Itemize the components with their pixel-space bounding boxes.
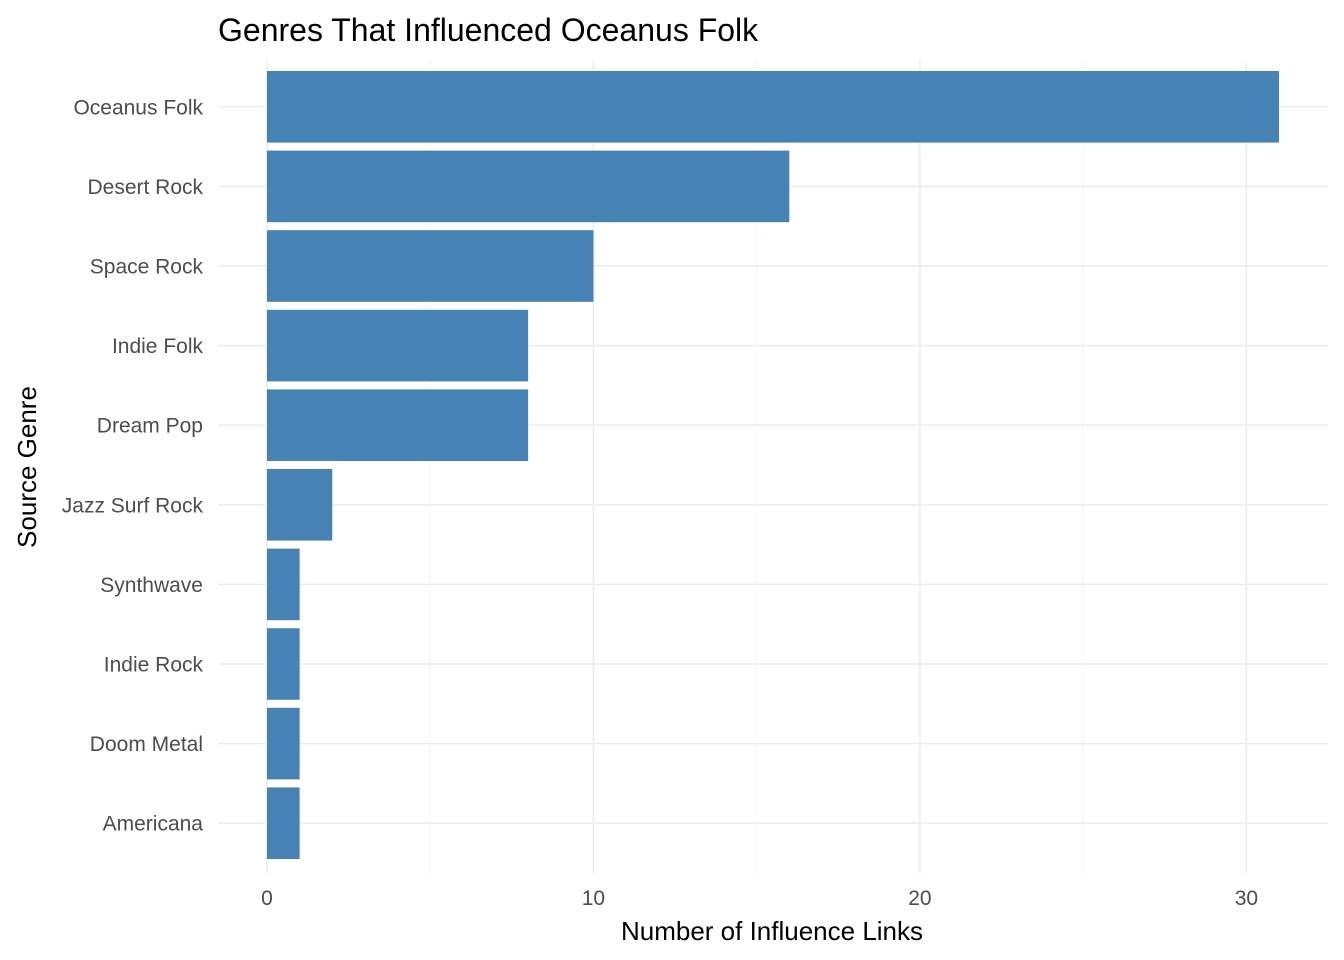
chart-title: Genres That Influenced Oceanus Folk xyxy=(218,12,759,48)
y-axis-title: Source Genre xyxy=(12,386,42,548)
bar-oceanus-folk xyxy=(266,71,1280,143)
y-tick-label: Dream Pop xyxy=(97,415,203,438)
x-tick-label: 20 xyxy=(908,887,931,910)
x-tick-labels: 0 10 20 30 xyxy=(261,887,1258,910)
x-axis-title: Number of Influence Links xyxy=(621,916,923,946)
bar-space-rock xyxy=(266,230,594,302)
y-tick-label: Oceanus Folk xyxy=(73,96,203,119)
bar-jazz-surf-rock xyxy=(266,469,333,541)
y-tick-label: Doom Metal xyxy=(90,733,203,756)
bars xyxy=(266,71,1280,859)
y-tick-labels: Oceanus Folk Desert Rock Space Rock Indie F… xyxy=(62,96,204,835)
y-tick-label: Americana xyxy=(103,813,204,836)
y-tick-label: Indie Rock xyxy=(104,654,204,677)
bar-synthwave xyxy=(266,548,300,621)
bar-desert-rock xyxy=(266,150,790,223)
bar-indie-folk xyxy=(266,309,529,382)
x-tick-label: 0 xyxy=(261,887,273,910)
bar-indie-rock xyxy=(266,628,300,700)
bar-doom-metal xyxy=(266,707,300,780)
y-tick-label: Indie Folk xyxy=(112,335,204,358)
y-tick-label: Space Rock xyxy=(90,256,204,279)
bar-americana xyxy=(266,787,300,859)
x-tick-label: 30 xyxy=(1235,887,1258,910)
y-tick-label: Desert Rock xyxy=(87,176,203,199)
y-tick-label: Synthwave xyxy=(100,574,203,597)
bar-dream-pop xyxy=(266,389,529,461)
y-tick-label: Jazz Surf Rock xyxy=(62,494,204,517)
x-tick-label: 10 xyxy=(582,887,605,910)
